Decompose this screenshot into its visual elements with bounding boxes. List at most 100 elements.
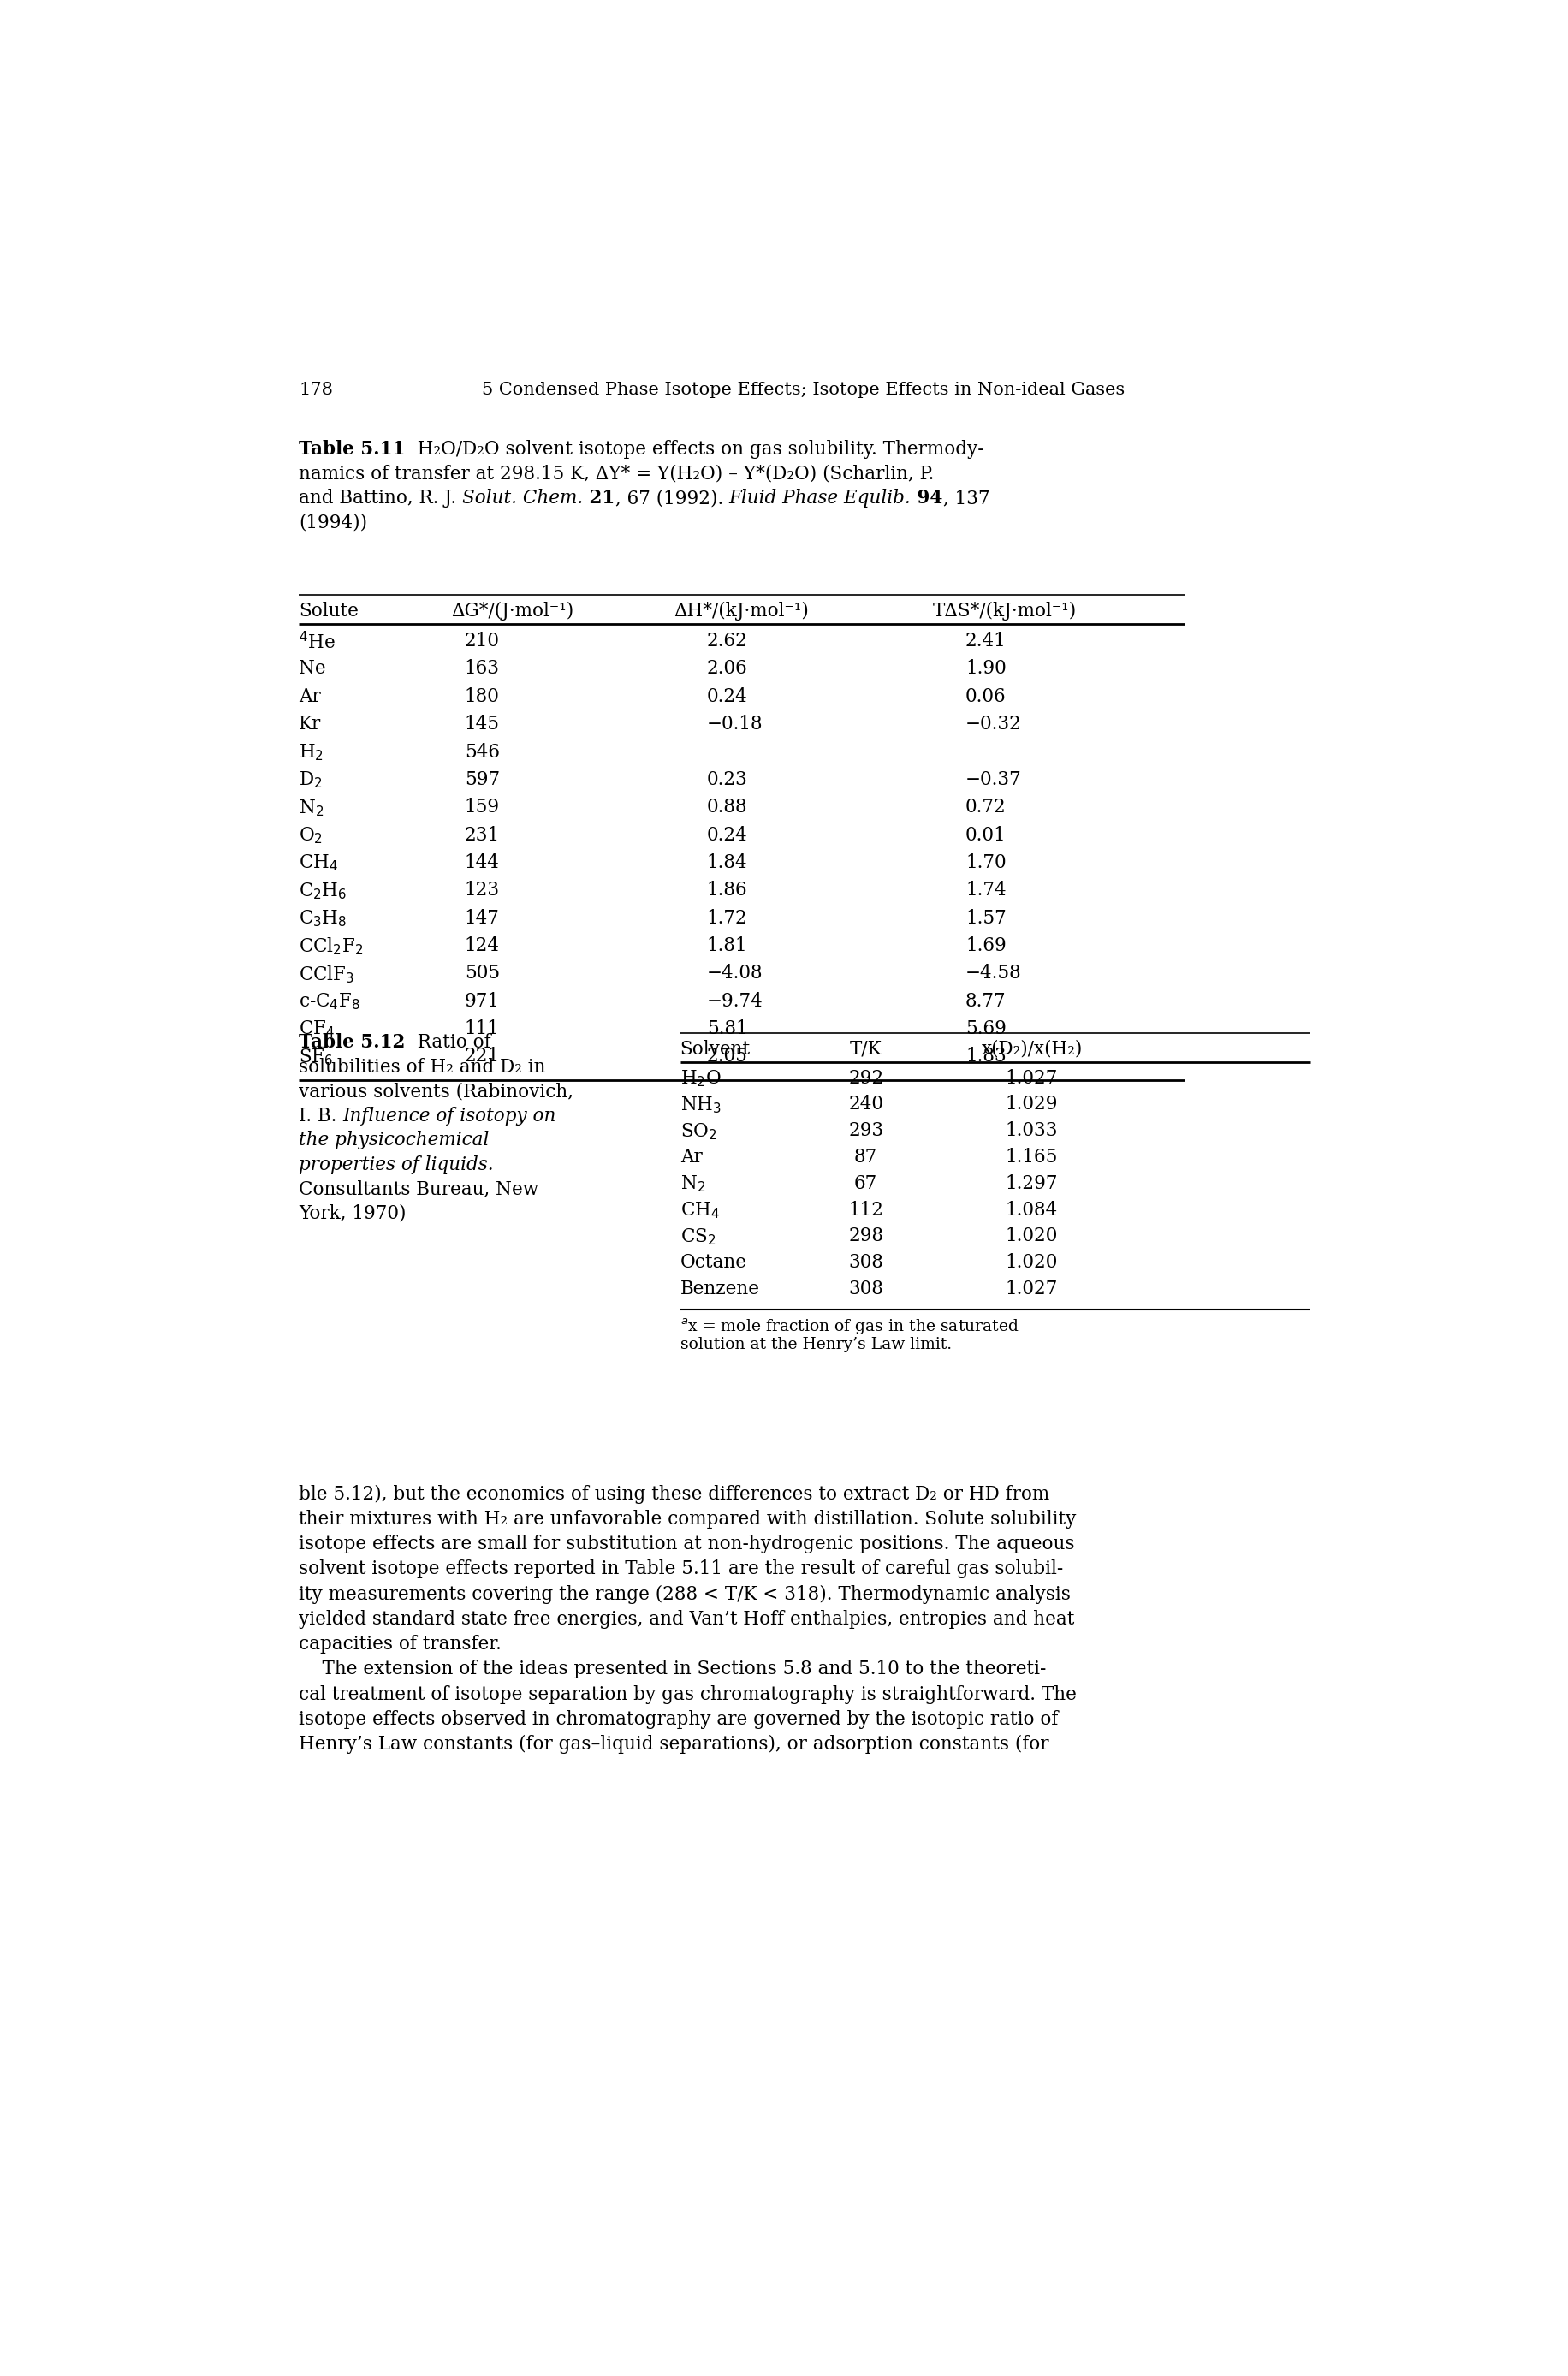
Text: −0.32: −0.32 [966,715,1022,734]
Text: 159: 159 [464,798,500,817]
Text: their mixtures with H₂ are unfavorable compared with distillation. Solute solubi: their mixtures with H₂ are unfavorable c… [299,1509,1076,1528]
Text: Solute: Solute [299,601,359,620]
Text: −4.08: −4.08 [707,965,764,984]
Text: 111: 111 [464,1019,500,1038]
Text: $^4$He: $^4$He [299,632,336,653]
Text: T/K: T/K [850,1041,883,1060]
Text: Ar: Ar [299,687,321,706]
Text: 597: 597 [464,770,500,789]
Text: −0.37: −0.37 [966,770,1022,789]
Text: 546: 546 [464,744,500,760]
Text: 147: 147 [464,908,500,927]
Text: the physicochemical: the physicochemical [299,1131,489,1150]
Text: (1994)): (1994)) [299,513,367,532]
Text: isotope effects are small for substitution at non-hydrogenic positions. The aque: isotope effects are small for substituti… [299,1535,1074,1554]
Text: −4.58: −4.58 [966,965,1022,984]
Text: 292: 292 [848,1069,884,1088]
Text: 178: 178 [299,383,332,399]
Text: 0.23: 0.23 [707,770,748,789]
Text: N$_2$: N$_2$ [681,1174,706,1195]
Text: 1.027: 1.027 [1005,1069,1058,1088]
Text: solubilities of H₂ and D₂ in: solubilities of H₂ and D₂ in [299,1057,546,1076]
Text: 163: 163 [464,661,500,677]
Text: 1.297: 1.297 [1005,1174,1058,1193]
Text: Ratio of: Ratio of [405,1034,491,1053]
Text: and Battino, R. J.: and Battino, R. J. [299,489,463,508]
Text: CF$_4$: CF$_4$ [299,1019,336,1041]
Text: 1.81: 1.81 [707,936,748,955]
Text: I. B.: I. B. [299,1107,343,1126]
Text: Table 5.12: Table 5.12 [299,1034,405,1053]
Text: D$_2$: D$_2$ [299,770,323,791]
Text: 0.01: 0.01 [966,824,1007,843]
Text: capacities of transfer.: capacities of transfer. [299,1635,502,1654]
Text: O$_2$: O$_2$ [299,824,323,846]
Text: York, 1970): York, 1970) [299,1205,406,1224]
Text: 298: 298 [848,1226,883,1245]
Text: 1.70: 1.70 [966,853,1007,872]
Text: 2.62: 2.62 [707,632,748,651]
Text: 123: 123 [464,881,500,901]
Text: ity measurements covering the range (288 < T/K < 318). Thermodynamic analysis: ity measurements covering the range (288… [299,1585,1071,1604]
Text: 144: 144 [464,853,500,872]
Text: H₂O/D₂O solvent isotope effects on gas solubility. Thermody-: H₂O/D₂O solvent isotope effects on gas s… [405,440,983,459]
Text: , 137: , 137 [942,489,989,508]
Text: $^a$x = mole fraction of gas in the saturated: $^a$x = mole fraction of gas in the satu… [681,1316,1019,1338]
Text: 145: 145 [464,715,500,734]
Text: 308: 308 [848,1281,883,1297]
Text: C$_2$H$_6$: C$_2$H$_6$ [299,881,347,901]
Text: yielded standard state free energies, and Van’t Hoff enthalpies, entropies and h: yielded standard state free energies, an… [299,1611,1074,1628]
Text: 21: 21 [583,489,615,508]
Text: 1.027: 1.027 [1005,1281,1058,1297]
Text: 1.033: 1.033 [1005,1121,1058,1140]
Text: CS$_2$: CS$_2$ [681,1226,715,1247]
Text: Solvent: Solvent [681,1041,751,1060]
Text: properties of liquids.: properties of liquids. [299,1155,494,1174]
Text: CH$_4$: CH$_4$ [299,853,339,874]
Text: 221: 221 [464,1048,500,1067]
Text: 180: 180 [464,687,500,706]
Text: 231: 231 [464,824,500,843]
Text: 0.24: 0.24 [707,824,748,843]
Text: Henry’s Law constants (for gas–liquid separations), or adsorption constants (for: Henry’s Law constants (for gas–liquid se… [299,1734,1049,1753]
Text: 1.90: 1.90 [966,661,1007,677]
Text: 1.029: 1.029 [1005,1095,1058,1114]
Text: 1.72: 1.72 [707,908,748,927]
Text: 505: 505 [464,965,500,984]
Text: namics of transfer at 298.15 K, ΔY* = Y(H₂O) – Y*(D₂O) (Scharlin, P.: namics of transfer at 298.15 K, ΔY* = Y(… [299,463,935,482]
Text: Kr: Kr [299,715,321,734]
Text: 240: 240 [848,1095,883,1114]
Text: x(D₂)/x(H₂): x(D₂)/x(H₂) [982,1041,1082,1060]
Text: , 67 (1992).: , 67 (1992). [615,489,729,508]
Text: −0.18: −0.18 [707,715,764,734]
Text: 1.165: 1.165 [1005,1148,1058,1167]
Text: Octane: Octane [681,1252,746,1271]
Text: solution at the Henry’s Law limit.: solution at the Henry’s Law limit. [681,1338,952,1352]
Text: solvent isotope effects reported in Table 5.11 are the result of careful gas sol: solvent isotope effects reported in Tabl… [299,1559,1063,1578]
Text: 1.84: 1.84 [707,853,748,872]
Text: 8.77: 8.77 [966,991,1007,1010]
Text: 2.05: 2.05 [707,1048,748,1067]
Text: SF$_6$: SF$_6$ [299,1048,334,1067]
Text: Benzene: Benzene [681,1281,760,1297]
Text: H$_2$O: H$_2$O [681,1069,721,1088]
Text: 0.72: 0.72 [966,798,1007,817]
Text: N$_2$: N$_2$ [299,798,323,817]
Text: 67: 67 [855,1174,878,1193]
Text: CH$_4$: CH$_4$ [681,1200,720,1221]
Text: 0.24: 0.24 [707,687,748,706]
Text: The extension of the ideas presented in Sections 5.8 and 5.10 to the theoreti-: The extension of the ideas presented in … [299,1661,1046,1680]
Text: 2.41: 2.41 [966,632,1007,651]
Text: c-C$_4$F$_8$: c-C$_4$F$_8$ [299,991,361,1012]
Text: Solut. Chem.: Solut. Chem. [463,489,583,508]
Text: CClF$_3$: CClF$_3$ [299,965,354,986]
Text: 5.69: 5.69 [966,1019,1007,1038]
Text: 87: 87 [855,1148,878,1167]
Text: 971: 971 [464,991,500,1010]
Text: 293: 293 [848,1121,884,1140]
Text: 210: 210 [464,632,500,651]
Text: 0.06: 0.06 [966,687,1007,706]
Text: Ar: Ar [681,1148,702,1167]
Text: various solvents (Rabinovich,: various solvents (Rabinovich, [299,1081,574,1100]
Text: 1.084: 1.084 [1005,1200,1058,1219]
